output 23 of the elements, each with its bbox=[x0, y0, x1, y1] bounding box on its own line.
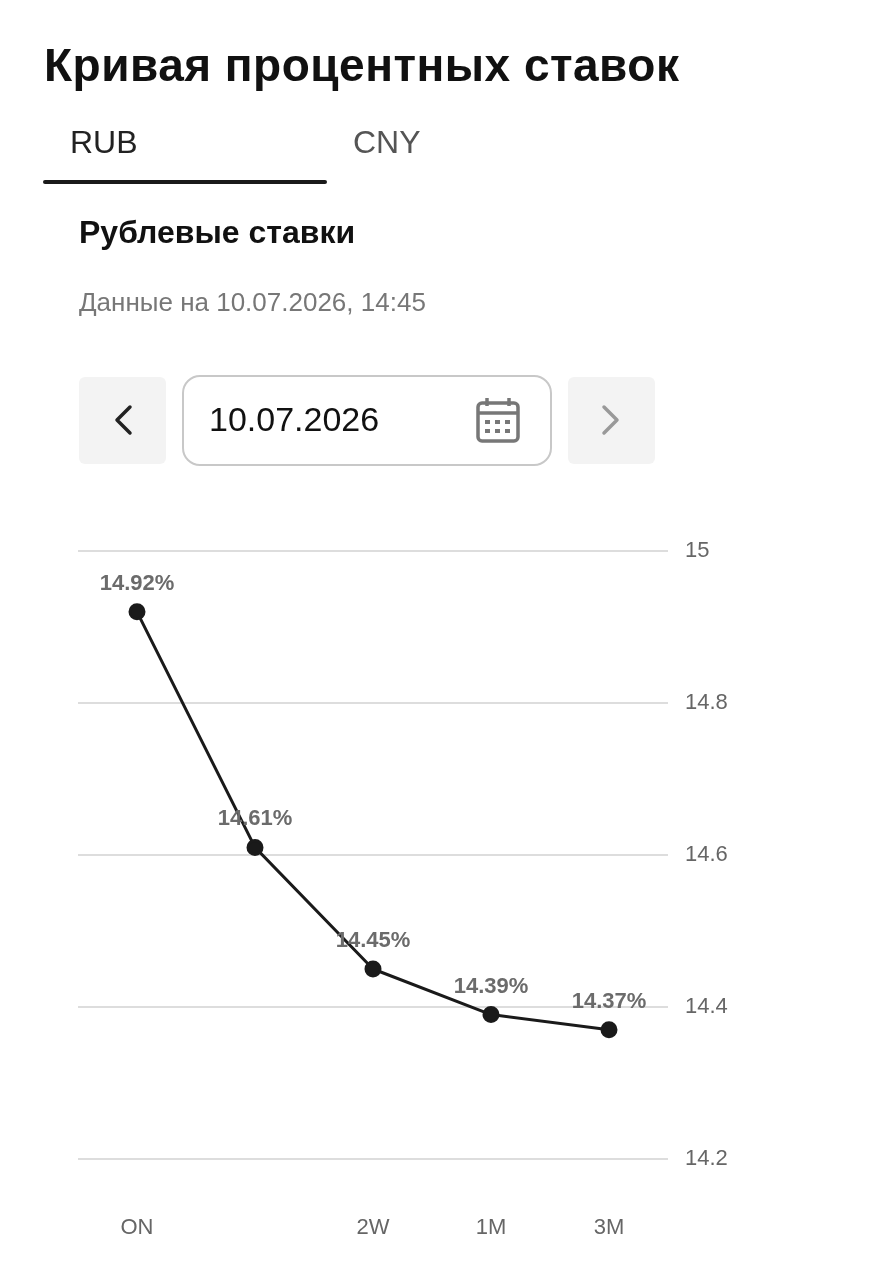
data-label: 14.39% bbox=[453, 972, 529, 998]
chart-subtitle: Рублевые ставки bbox=[79, 214, 356, 251]
point bbox=[600, 1021, 618, 1039]
data-label: 14.37% bbox=[571, 987, 647, 1013]
x-tick-label: 2W bbox=[356, 1214, 390, 1240]
x-tick-label: 1M bbox=[475, 1214, 507, 1240]
text: Данные на 10.07.2026, 14:45 bbox=[79, 287, 426, 318]
x-tick-label: 3M bbox=[593, 1214, 625, 1240]
point bbox=[128, 603, 146, 621]
point bbox=[246, 838, 264, 856]
data-label: 14.92% bbox=[99, 569, 175, 595]
text: 10.07.2026 bbox=[209, 400, 380, 439]
y-tick-label: 14.8 bbox=[685, 689, 728, 715]
text: CNY bbox=[353, 124, 421, 161]
point bbox=[482, 1006, 500, 1024]
text: RUB bbox=[70, 124, 138, 161]
chart-title: Кривая процентных ставок bbox=[44, 38, 680, 92]
y-tick-label: 14.2 bbox=[685, 1145, 728, 1171]
y-tick-label: 14.6 bbox=[685, 841, 728, 867]
point bbox=[364, 960, 382, 978]
x-tick-label: ON bbox=[120, 1214, 154, 1240]
y-tick-label: 15 bbox=[685, 537, 710, 563]
y-tick-label: 14.4 bbox=[685, 993, 728, 1019]
